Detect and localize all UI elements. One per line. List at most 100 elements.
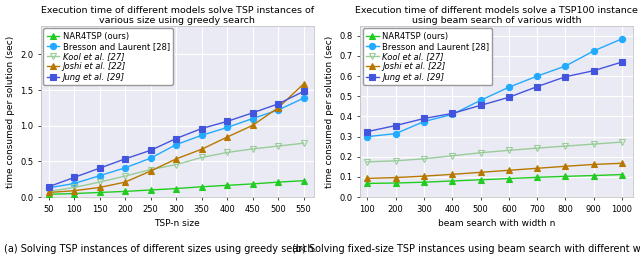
Line: Joshi et al. [22]: Joshi et al. [22] <box>45 81 307 196</box>
Text: (b) Solving fixed-size TSP instances using beam search with different widths.: (b) Solving fixed-size TSP instances usi… <box>292 244 640 254</box>
Y-axis label: time consumed per solution (sec): time consumed per solution (sec) <box>6 35 15 188</box>
NAR4TSP (ours) <box>275 181 282 184</box>
Line: Joshi et al. [22]: Joshi et al. [22] <box>364 160 625 181</box>
NAR4TSP (ours) <box>249 182 257 186</box>
Bresson and Laurent [28] <box>70 182 78 185</box>
Jung et al. [29] <box>505 96 513 99</box>
Title: Execution time of different models solve a TSP100 instance
using beam search of : Execution time of different models solve… <box>355 6 638 25</box>
Kool et al. [27] <box>249 147 257 150</box>
Y-axis label: time consumed per solution (sec): time consumed per solution (sec) <box>325 35 334 188</box>
Joshi et al. [22] <box>275 106 282 109</box>
Line: Bresson and Laurent [28]: Bresson and Laurent [28] <box>45 95 307 191</box>
Line: Jung et al. [29]: Jung et al. [29] <box>45 88 307 190</box>
Jung et al. [29] <box>249 111 257 114</box>
Jung et al. [29] <box>533 85 541 88</box>
Kool et al. [27] <box>223 151 231 154</box>
NAR4TSP (ours) <box>449 179 456 182</box>
Kool et al. [27] <box>392 159 399 162</box>
Legend: NAR4TSP (ours), Bresson and Laurent [28], Kool et al. [27], Joshi et al. [22], J: NAR4TSP (ours), Bresson and Laurent [28]… <box>44 28 173 85</box>
Kool et al. [27] <box>70 186 78 189</box>
Jung et al. [29] <box>223 120 231 123</box>
Bresson and Laurent [28] <box>223 126 231 129</box>
Kool et al. [27] <box>121 175 129 178</box>
Joshi et al. [22] <box>223 136 231 139</box>
Bresson and Laurent [28] <box>121 166 129 169</box>
X-axis label: TSP-n size: TSP-n size <box>154 219 200 228</box>
Text: (a) Solving TSP instances of different sizes using greedy search.: (a) Solving TSP instances of different s… <box>4 244 316 254</box>
Kool et al. [27] <box>364 160 371 163</box>
Bresson and Laurent [28] <box>449 113 456 116</box>
NAR4TSP (ours) <box>172 187 180 190</box>
Bresson and Laurent [28] <box>275 108 282 112</box>
Bresson and Laurent [28] <box>300 97 307 100</box>
Kool et al. [27] <box>45 190 52 193</box>
Kool et al. [27] <box>449 154 456 157</box>
Bresson and Laurent [28] <box>590 49 598 52</box>
Joshi et al. [22] <box>533 167 541 170</box>
Line: Kool et al. [27]: Kool et al. [27] <box>364 139 625 165</box>
Jung et al. [29] <box>121 157 129 160</box>
Kool et al. [27] <box>275 144 282 148</box>
Jung et al. [29] <box>70 176 78 179</box>
NAR4TSP (ours) <box>533 176 541 179</box>
Kool et al. [27] <box>618 141 626 144</box>
Joshi et al. [22] <box>590 163 598 166</box>
Kool et al. [27] <box>590 143 598 146</box>
NAR4TSP (ours) <box>45 193 52 196</box>
Joshi et al. [22] <box>198 148 205 151</box>
NAR4TSP (ours) <box>618 173 626 176</box>
NAR4TSP (ours) <box>147 188 154 191</box>
NAR4TSP (ours) <box>364 182 371 185</box>
Line: Kool et al. [27]: Kool et al. [27] <box>45 140 307 195</box>
Jung et al. [29] <box>420 117 428 120</box>
Jung et al. [29] <box>96 167 104 170</box>
Bresson and Laurent [28] <box>618 37 626 40</box>
NAR4TSP (ours) <box>392 181 399 185</box>
NAR4TSP (ours) <box>561 175 569 178</box>
Jung et al. [29] <box>300 90 307 93</box>
Joshi et al. [22] <box>300 82 307 86</box>
Joshi et al. [22] <box>449 173 456 176</box>
Bresson and Laurent [28] <box>533 75 541 78</box>
Kool et al. [27] <box>561 145 569 148</box>
Jung et al. [29] <box>364 130 371 133</box>
Kool et al. [27] <box>172 163 180 166</box>
NAR4TSP (ours) <box>96 191 104 194</box>
Bresson and Laurent [28] <box>364 135 371 138</box>
Bresson and Laurent [28] <box>505 86 513 89</box>
Bresson and Laurent [28] <box>561 65 569 68</box>
Jung et al. [29] <box>45 185 52 188</box>
Bresson and Laurent [28] <box>420 120 428 123</box>
NAR4TSP (ours) <box>590 174 598 177</box>
Jung et al. [29] <box>449 112 456 115</box>
Bresson and Laurent [28] <box>96 174 104 177</box>
NAR4TSP (ours) <box>420 181 428 184</box>
NAR4TSP (ours) <box>300 179 307 182</box>
Line: Bresson and Laurent [28]: Bresson and Laurent [28] <box>364 36 625 140</box>
Jung et al. [29] <box>561 75 569 78</box>
X-axis label: beam search with width n: beam search with width n <box>438 219 556 228</box>
Kool et al. [27] <box>147 168 154 171</box>
NAR4TSP (ours) <box>121 190 129 193</box>
Kool et al. [27] <box>198 156 205 159</box>
Jung et al. [29] <box>392 124 399 127</box>
NAR4TSP (ours) <box>198 185 205 188</box>
Kool et al. [27] <box>533 146 541 150</box>
Joshi et al. [22] <box>249 124 257 127</box>
NAR4TSP (ours) <box>223 184 231 187</box>
Bresson and Laurent [28] <box>172 143 180 146</box>
Bresson and Laurent [28] <box>45 186 52 189</box>
Jung et al. [29] <box>198 127 205 130</box>
NAR4TSP (ours) <box>70 192 78 195</box>
Joshi et al. [22] <box>45 191 52 194</box>
Joshi et al. [22] <box>392 176 399 179</box>
Kool et al. [27] <box>477 151 484 154</box>
Joshi et al. [22] <box>121 181 129 184</box>
Kool et al. [27] <box>300 142 307 145</box>
Jung et al. [29] <box>590 69 598 72</box>
Joshi et al. [22] <box>172 157 180 160</box>
Kool et al. [27] <box>96 181 104 184</box>
Line: NAR4TSP (ours): NAR4TSP (ours) <box>364 171 625 187</box>
Joshi et al. [22] <box>505 169 513 172</box>
Joshi et al. [22] <box>420 175 428 178</box>
